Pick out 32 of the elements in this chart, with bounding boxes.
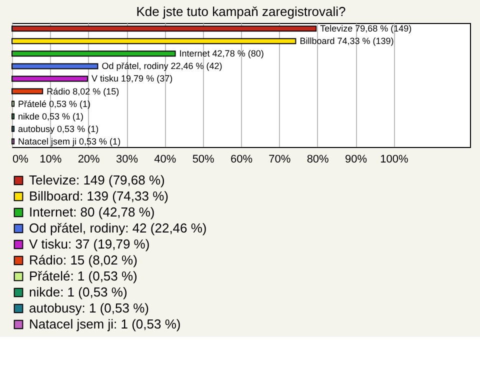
x-tick-label: 30% xyxy=(116,154,138,166)
x-tick-label: 40% xyxy=(154,154,176,166)
legend-label: Přátelé: 1 (0,53 %) xyxy=(29,268,138,284)
data-label: Televize 79,68 % (149) xyxy=(320,24,412,34)
x-tick-label: 100% xyxy=(380,154,408,166)
data-label: V tisku 19,79 % (37) xyxy=(92,74,173,84)
legend-label: Internet: 80 (42,78 %) xyxy=(29,204,155,220)
data-label: Od přátel, rodiny 22,46 % (42) xyxy=(102,61,222,72)
x-tick-label: 0% xyxy=(12,154,29,166)
legend-label: V tisku: 37 (19,79 %) xyxy=(29,236,150,252)
legend-label: Billboard: 139 (74,33 %) xyxy=(29,188,168,204)
legend-label: Rádio: 15 (8,02 %) xyxy=(29,252,138,268)
x-tick-label: 80% xyxy=(306,154,330,166)
data-label: Internet 42,78 % (80) xyxy=(179,48,264,59)
x-tick-label: 20% xyxy=(78,154,100,166)
data-label: autobusy 0,53 % (1) xyxy=(18,124,99,134)
x-tick-label: 70% xyxy=(268,154,291,166)
x-tick-label: 10% xyxy=(40,154,62,166)
data-label: Rádio 8,02 % (15) xyxy=(46,86,120,96)
legend-label: Televize: 149 (79,68 %) xyxy=(29,172,165,188)
data-label: Natacel jsem ji 0,53 % (1) xyxy=(18,136,121,146)
data-label: Přátelé 0,53 % (1) xyxy=(18,98,91,109)
data-label: Billboard 74,33 % (139) xyxy=(300,36,394,46)
legend-label: Natacel jsem ji: 1 (0,53 %) xyxy=(29,316,181,332)
chart-title: Kde jste tuto kampaň zaregistrovali? xyxy=(136,4,346,19)
x-tick-label: 90% xyxy=(344,154,368,166)
x-tick-label: 50% xyxy=(192,154,215,166)
legend-label: autobusy: 1 (0,53 %) xyxy=(29,300,149,316)
legend-label: nikde: 1 (0,53 %) xyxy=(29,284,128,300)
x-tick-label: 60% xyxy=(230,154,253,166)
legend-label: Od přátel, rodiny: 42 (22,46 %) xyxy=(29,220,207,236)
data-label: nikde 0,53 % (1) xyxy=(18,111,84,122)
